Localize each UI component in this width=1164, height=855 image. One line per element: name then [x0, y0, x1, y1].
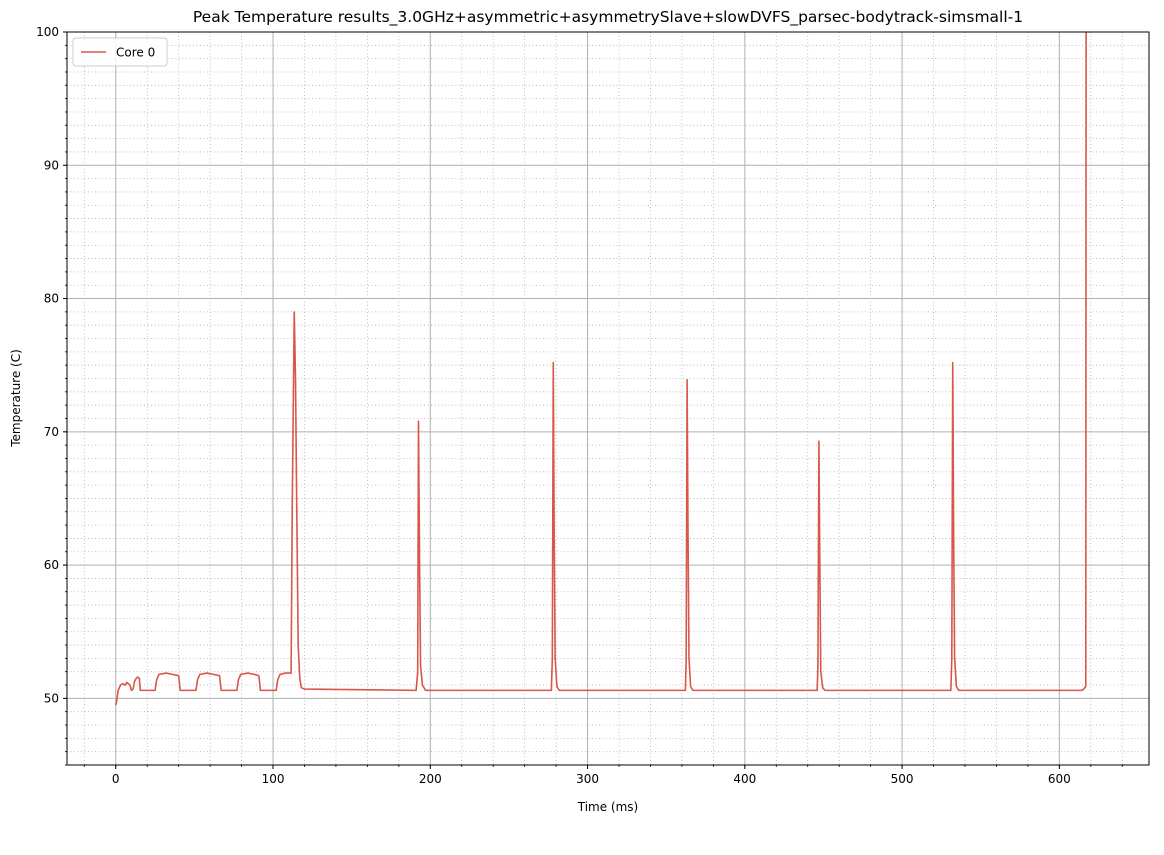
y-tick-label: 70	[44, 425, 59, 439]
legend-label-core-0: Core 0	[116, 46, 155, 60]
x-tick-label: 200	[419, 772, 442, 786]
y-tick-label: 90	[44, 158, 59, 172]
plot-area	[67, 32, 1149, 765]
y-axis-label: Temperature (C)	[9, 349, 23, 448]
major-grid	[67, 31, 1149, 765]
series-layer	[114, 32, 1087, 706]
legend-box	[72, 37, 168, 67]
x-axis: 0 100 200 300 400 500 600	[83, 765, 1123, 786]
x-tick-label: 300	[576, 772, 599, 786]
x-tick-label: 600	[1048, 772, 1071, 786]
x-tick-label: 500	[891, 772, 914, 786]
series-line-core-0	[114, 32, 1087, 706]
legend: Core 0	[72, 37, 168, 67]
x-tick-label: 400	[733, 772, 756, 786]
x-axis-label: Time (ms)	[577, 800, 639, 814]
y-axis: 50 60 70 80 90 100	[36, 25, 67, 766]
chart-title: Peak Temperature results_3.0GHz+asymmetr…	[193, 8, 1023, 27]
x-tick-label: 0	[112, 772, 120, 786]
y-tick-label: 60	[44, 558, 59, 572]
y-tick-label: 100	[36, 25, 59, 39]
x-tick-label: 100	[262, 772, 285, 786]
plot-frame	[66, 31, 1150, 766]
y-tick-label: 50	[44, 691, 59, 705]
y-tick-label: 80	[44, 292, 59, 306]
